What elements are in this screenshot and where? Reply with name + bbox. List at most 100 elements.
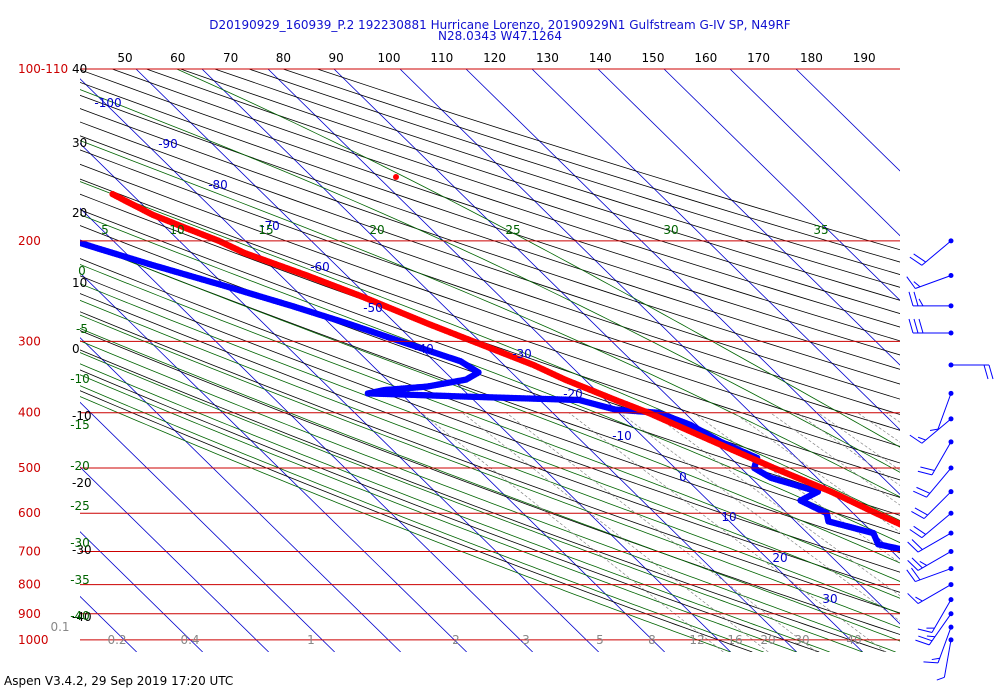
moist-adiabat-line <box>80 352 863 652</box>
wind-barb <box>911 489 954 519</box>
wind-barb-flag <box>915 596 923 602</box>
mixing-ratio-label: 0.2 <box>107 633 126 647</box>
moist-adiabat-label: -35 <box>70 573 90 587</box>
dewpoint-trace-point <box>994 608 1000 614</box>
top-axis-tick-label: 160 <box>694 51 717 65</box>
temperature-trace-point <box>954 545 960 551</box>
moist-adiabat-line <box>80 314 900 629</box>
top-axis-tick-label: 150 <box>642 51 665 65</box>
dry-adiabat-line <box>80 193 900 481</box>
wind-barb <box>909 416 954 444</box>
plot-area <box>80 69 1000 652</box>
moist-adiabat-line <box>80 374 797 652</box>
wind-barb-flag <box>909 434 923 444</box>
dewpoint-trace-point <box>931 583 937 589</box>
top-axis-tick-label: 100 <box>378 51 401 65</box>
wind-barb-flag <box>983 364 989 380</box>
top-axis-tick-label: 130 <box>536 51 559 65</box>
isotherm-line <box>80 142 599 652</box>
temperature-trace-point <box>942 540 948 546</box>
height-tick-label: -30 <box>72 543 92 557</box>
dewpoint-trace-point <box>911 551 917 557</box>
dry-adiabat-line <box>80 209 900 498</box>
dewpoint-trace-point <box>957 599 963 605</box>
isotherm-label: -100 <box>94 96 121 110</box>
height-tick-label: 30 <box>72 136 87 150</box>
dewpoint-trace-point <box>968 603 974 609</box>
moist-adiabat-label: -15 <box>70 418 90 432</box>
wind-barb <box>913 465 954 498</box>
moist-adiabat-label: -30 <box>70 536 90 550</box>
wind-barb-flag <box>907 593 919 604</box>
wind-barb-staff <box>917 584 952 605</box>
temperature-trace-point <box>992 562 998 568</box>
mixing-ratio-line <box>619 412 900 622</box>
top-axis-tick-label: 120 <box>483 51 506 65</box>
dewpoint-trace-point <box>985 607 991 613</box>
mixing-ratio-label: 0.4 <box>180 633 199 647</box>
dewpoint-trace-point <box>929 581 935 587</box>
dewpoint-trace-point <box>943 592 949 598</box>
top-axis-tick-label: 110 <box>430 51 453 65</box>
height-tick-label: -20 <box>72 476 92 490</box>
dewpoint-trace-point <box>933 585 939 591</box>
pressure-tick-label: 300 <box>18 334 41 348</box>
wind-barb-staff <box>921 240 952 266</box>
moist-adiabat-label: 10 <box>169 223 184 237</box>
dewpoint-trace-point <box>975 605 981 611</box>
moist-adiabat-line <box>80 299 900 615</box>
wind-barb <box>936 637 954 681</box>
moist-adiabat-line <box>80 264 900 582</box>
wind-barb <box>923 624 954 664</box>
dry-adiabat-line <box>80 149 900 431</box>
dry-adiabat-line <box>80 369 820 652</box>
dewpoint-trace-point <box>929 577 935 583</box>
isotherm-line <box>531 69 900 431</box>
moist-adiabat-label: -10 <box>70 372 90 386</box>
dewpoint-trace-point <box>970 604 976 610</box>
dewpoint-trace-point <box>916 561 922 567</box>
temperature-trace-point <box>900 522 906 528</box>
height-tick-label: 10 <box>72 276 87 290</box>
temperature-trace-point <box>988 560 994 566</box>
moist-adiabat-label: 0 <box>78 264 86 278</box>
dewpoint-trace-point <box>971 604 977 610</box>
moist-adiabat-label: -5 <box>76 322 88 336</box>
mixing-ratio-label: 0.1 <box>50 620 69 634</box>
dry-adiabat-line <box>80 390 753 652</box>
wind-barb-flag <box>914 507 928 516</box>
wind-barb-flag <box>906 569 916 582</box>
mixing-ratio-label: 30 <box>794 633 809 647</box>
temperature-trace-point <box>960 548 966 554</box>
moist-adiabat-line <box>80 396 731 652</box>
isotherm-line <box>465 69 900 496</box>
isotherm-line <box>80 595 137 652</box>
wind-barb-flag <box>988 364 994 380</box>
top-axis-tick-label: 170 <box>747 51 770 65</box>
wind-barb-flag <box>915 639 930 646</box>
top-axis-tick-label: 140 <box>589 51 612 65</box>
dry-adiabat-line <box>80 258 900 554</box>
isotherm-label: -30 <box>512 347 532 361</box>
dewpoint-trace-point <box>934 586 940 592</box>
pressure-tick-label: 100-110 <box>18 62 68 76</box>
dewpoint-trace-point <box>932 584 938 590</box>
isotherm-line <box>80 78 665 652</box>
mixing-ratio-line <box>733 412 900 533</box>
temperature-trace-point <box>972 553 978 559</box>
dry-adiabat-line <box>80 108 900 385</box>
wind-barb <box>908 291 954 309</box>
isotherm-line <box>80 207 533 652</box>
wind-barb <box>909 238 954 266</box>
temperature-trace-point <box>949 543 955 549</box>
wind-barb <box>907 582 954 605</box>
temperature-trace-point <box>904 524 910 530</box>
height-tick-label: -40 <box>72 610 92 624</box>
wind-barb-staff <box>931 599 952 633</box>
dry-adiabat-line <box>80 178 900 464</box>
dewpoint-trace-point <box>989 607 995 613</box>
wind-barb-flag <box>913 291 919 307</box>
isotherm-line <box>267 69 863 652</box>
wind-barb-flag <box>931 657 940 661</box>
wind-barb <box>907 530 954 553</box>
